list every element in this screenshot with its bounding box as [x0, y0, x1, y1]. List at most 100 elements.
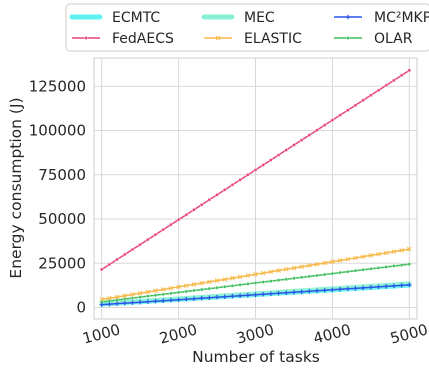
- data-point: [161, 298, 166, 303]
- data-point: [214, 295, 220, 300]
- data-point: [230, 294, 235, 299]
- legend-marker: [83, 14, 89, 20]
- data-point: [299, 264, 304, 270]
- data-point: [260, 292, 266, 297]
- data-point: [330, 271, 335, 276]
- legend-label: MC²MKP: [374, 10, 429, 26]
- data-point: [253, 281, 258, 285]
- y-tick-label: 75000: [38, 166, 86, 184]
- data-point: [261, 163, 265, 167]
- data-point: [130, 296, 135, 300]
- data-point: [384, 83, 389, 88]
- data-point: [122, 293, 128, 299]
- data-point: [191, 296, 197, 301]
- data-point: [130, 300, 135, 305]
- data-point: [376, 266, 381, 270]
- data-point: [199, 202, 204, 207]
- legend: ECMTC FedAECS MEC ELASTIC MC²MKP OLAR: [65, 3, 429, 52]
- data-point: [345, 269, 350, 274]
- data-point: [399, 73, 404, 78]
- data-point: [114, 301, 120, 306]
- data-point: [184, 289, 189, 294]
- legend-item-ecmtc: ECMTC: [69, 10, 160, 26]
- data-point: [330, 118, 335, 122]
- data-point: [353, 268, 358, 273]
- legend-item-elastic: ELASTIC: [204, 31, 302, 47]
- data-point: [107, 262, 112, 267]
- data-point: [315, 273, 319, 278]
- series-elastic: [99, 246, 412, 302]
- data-point: [222, 284, 227, 289]
- series-olar: [99, 262, 412, 304]
- gridlines: [94, 58, 417, 319]
- data-point: [376, 284, 381, 290]
- data-point: [192, 207, 196, 212]
- data-point: [353, 255, 358, 261]
- data-point: [230, 183, 235, 187]
- data-point: [169, 291, 173, 296]
- data-point: [107, 301, 112, 307]
- data-point: [115, 257, 119, 262]
- data-point: [338, 270, 342, 275]
- legend-item-olar: OLAR: [334, 31, 413, 47]
- data-point: [268, 269, 274, 275]
- data-point: [291, 290, 297, 295]
- legend-item-mec: MEC: [201, 10, 275, 26]
- data-point: [284, 277, 289, 282]
- data-point: [384, 265, 389, 269]
- data-point: [253, 168, 258, 172]
- data-point: [399, 283, 404, 288]
- data-point: [330, 259, 335, 265]
- data-point: [153, 298, 158, 304]
- legend-item-mc2mkp: MC²MKP: [334, 10, 429, 26]
- data-point: [192, 288, 196, 293]
- data-point: [283, 266, 289, 272]
- x-tick-label: 1000: [81, 320, 123, 347]
- data-point: [391, 283, 397, 289]
- y-tick-label: 100000: [29, 122, 86, 140]
- data-point: [260, 270, 266, 276]
- data-point: [345, 108, 350, 112]
- data-point: [315, 128, 319, 132]
- data-point: [176, 290, 181, 295]
- data-point: [269, 279, 273, 283]
- data-point: [322, 272, 327, 277]
- data-point: [168, 298, 174, 303]
- data-point: [114, 294, 120, 300]
- data-point: [284, 290, 289, 295]
- y-tick-label: 50000: [38, 210, 86, 228]
- data-point: [146, 237, 150, 242]
- data-point: [407, 282, 412, 288]
- data-point: [276, 291, 281, 296]
- x-tick-label: 5000: [388, 320, 429, 347]
- data-point: [306, 263, 312, 268]
- data-point: [391, 249, 397, 254]
- data-point: [361, 267, 365, 272]
- data-point: [207, 286, 212, 291]
- data-point: [345, 256, 351, 262]
- data-point: [314, 261, 320, 267]
- y-axis-label: Energy consumption (J): [7, 97, 25, 278]
- data-point: [130, 247, 135, 252]
- y-tick-label: 0: [76, 298, 86, 316]
- data-point: [276, 278, 281, 282]
- data-point: [276, 153, 281, 157]
- y-tick-label: 125000: [29, 77, 86, 95]
- x-tick-labels: 1000 2000 3000 4000 5000: [81, 320, 429, 347]
- data-point: [184, 297, 189, 302]
- data-point: [238, 283, 242, 287]
- data-point: [207, 197, 212, 202]
- legend-marker: [84, 36, 88, 40]
- data-point: [168, 285, 174, 291]
- data-point: [122, 252, 127, 257]
- data-point: [392, 264, 396, 268]
- data-point: [353, 103, 358, 108]
- data-point: [322, 123, 327, 127]
- data-point: [138, 295, 142, 299]
- data-point: [360, 285, 366, 291]
- data-point: [153, 293, 158, 298]
- legend-label: ECMTC: [112, 10, 160, 26]
- data-point: [245, 273, 251, 278]
- data-point: [261, 280, 265, 284]
- data-point: [292, 143, 296, 147]
